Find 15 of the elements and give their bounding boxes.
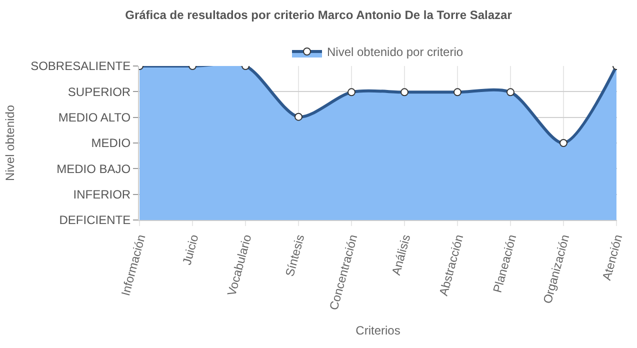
category-label: SUPERIOR	[68, 84, 131, 99]
category-label: MEDIO ALTO	[58, 110, 131, 125]
x-tick-label: Síntesis	[282, 233, 308, 278]
text: Nivel obtenido	[2, 104, 17, 181]
x-tick-label: Análisis	[388, 233, 414, 277]
legend-label: Nivel obtenido por criterio	[327, 45, 464, 60]
category-label: MEDIO BAJO	[56, 162, 131, 176]
category-label: INFERIOR	[73, 188, 131, 202]
x-axis-title: Criterios	[356, 323, 400, 338]
x-tick-label: Atención	[600, 233, 626, 282]
category-label: MEDIO	[91, 136, 131, 150]
category-label: DEFICIENTE	[59, 213, 131, 228]
x-tick-label: Juicio	[180, 232, 202, 266]
category-label: SOBRESALIENTE	[30, 59, 131, 74]
chart-title: Gráfica de resultados por criterio Marco Antonio De la Torre Salazar	[125, 8, 512, 22]
